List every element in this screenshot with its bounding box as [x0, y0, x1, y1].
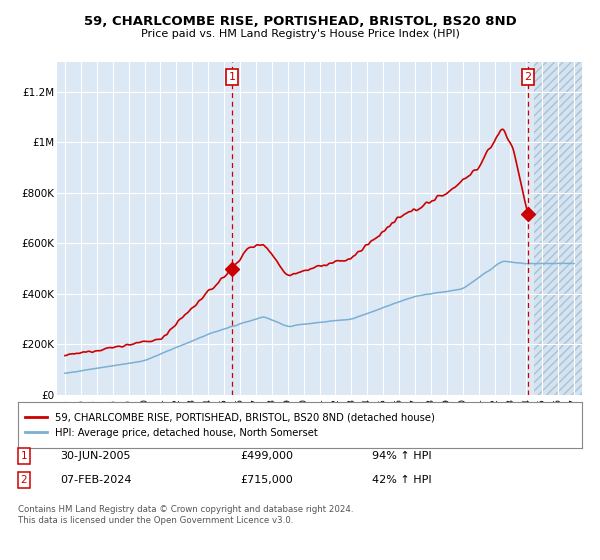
Text: £715,000: £715,000 [240, 475, 293, 485]
Text: £499,000: £499,000 [240, 451, 293, 461]
Point [227, 264, 237, 273]
Text: 1: 1 [20, 451, 28, 461]
Legend: 59, CHARLCOMBE RISE, PORTISHEAD, BRISTOL, BS20 8ND (detached house), HPI: Averag: 59, CHARLCOMBE RISE, PORTISHEAD, BRISTOL… [21, 408, 439, 442]
Text: 30-JUN-2005: 30-JUN-2005 [60, 451, 131, 461]
Point [523, 210, 533, 219]
Text: 42% ↑ HPI: 42% ↑ HPI [372, 475, 431, 485]
Text: 94% ↑ HPI: 94% ↑ HPI [372, 451, 431, 461]
Text: Contains HM Land Registry data © Crown copyright and database right 2024.
This d: Contains HM Land Registry data © Crown c… [18, 505, 353, 525]
Text: Price paid vs. HM Land Registry's House Price Index (HPI): Price paid vs. HM Land Registry's House … [140, 29, 460, 39]
Text: 07-FEB-2024: 07-FEB-2024 [60, 475, 131, 485]
Text: 1: 1 [229, 72, 236, 82]
Text: 59, CHARLCOMBE RISE, PORTISHEAD, BRISTOL, BS20 8ND: 59, CHARLCOMBE RISE, PORTISHEAD, BRISTOL… [83, 15, 517, 28]
Text: 2: 2 [524, 72, 532, 82]
Text: 2: 2 [20, 475, 28, 485]
